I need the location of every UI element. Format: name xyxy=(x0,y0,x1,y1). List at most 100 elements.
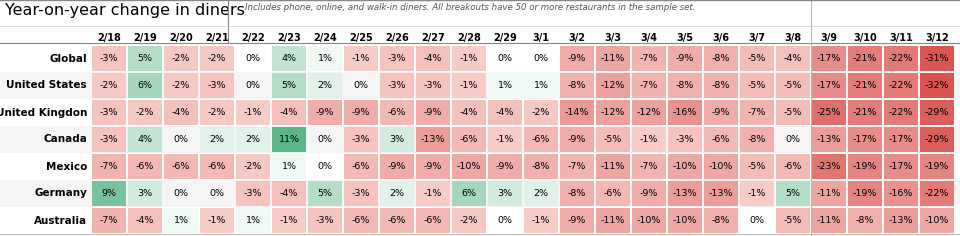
Bar xyxy=(848,46,882,71)
Text: -10%: -10% xyxy=(673,162,697,171)
Bar xyxy=(344,127,378,152)
Bar xyxy=(92,46,126,71)
Bar xyxy=(236,100,270,125)
Bar xyxy=(884,46,918,71)
Text: -11%: -11% xyxy=(817,216,841,225)
Text: -1%: -1% xyxy=(639,135,659,144)
Text: -4%: -4% xyxy=(135,216,155,225)
Bar xyxy=(416,73,450,98)
Text: -3%: -3% xyxy=(207,81,227,90)
Text: -11%: -11% xyxy=(601,54,625,63)
Text: 0%: 0% xyxy=(534,54,548,63)
Text: -12%: -12% xyxy=(601,81,625,90)
Text: Canada: Canada xyxy=(43,135,87,144)
Bar xyxy=(452,127,486,152)
Text: -4%: -4% xyxy=(460,108,478,117)
Text: -21%: -21% xyxy=(852,108,877,117)
Bar xyxy=(92,73,126,98)
Text: -3%: -3% xyxy=(100,108,118,117)
Bar xyxy=(200,154,234,179)
Text: -6%: -6% xyxy=(532,135,550,144)
Text: -13%: -13% xyxy=(708,189,733,198)
Text: 5%: 5% xyxy=(281,81,297,90)
Bar xyxy=(236,127,270,152)
Bar xyxy=(380,127,414,152)
Text: -8%: -8% xyxy=(532,162,550,171)
Text: 4%: 4% xyxy=(281,54,297,63)
Text: -10%: -10% xyxy=(457,162,481,171)
Text: -10%: -10% xyxy=(708,162,733,171)
Bar xyxy=(812,208,846,233)
Bar xyxy=(776,208,810,233)
Text: 2%: 2% xyxy=(534,189,548,198)
Text: 2/25: 2/25 xyxy=(349,34,372,43)
Text: -4%: -4% xyxy=(495,108,515,117)
Bar xyxy=(884,73,918,98)
Bar xyxy=(164,46,198,71)
Bar xyxy=(704,208,738,233)
Text: 3/8: 3/8 xyxy=(784,34,802,43)
Bar xyxy=(452,154,486,179)
Text: -8%: -8% xyxy=(676,81,694,90)
Text: -8%: -8% xyxy=(855,216,875,225)
Bar xyxy=(416,181,450,206)
Text: -8%: -8% xyxy=(711,54,731,63)
Text: -13%: -13% xyxy=(817,135,841,144)
Bar xyxy=(920,127,954,152)
Text: -19%: -19% xyxy=(852,189,877,198)
Text: -19%: -19% xyxy=(852,162,877,171)
Text: -17%: -17% xyxy=(889,162,913,171)
Text: -1%: -1% xyxy=(460,54,478,63)
Text: 2/29: 2/29 xyxy=(493,34,516,43)
Bar xyxy=(812,100,846,125)
Bar xyxy=(344,46,378,71)
Text: Includes phone, online, and walk-in diners. All breakouts have 50 or more restau: Includes phone, online, and walk-in dine… xyxy=(245,3,695,12)
Text: 0%: 0% xyxy=(209,189,225,198)
Bar xyxy=(884,127,918,152)
Text: 3/5: 3/5 xyxy=(677,34,693,43)
Text: -22%: -22% xyxy=(889,108,913,117)
Text: 6%: 6% xyxy=(137,81,153,90)
Bar xyxy=(128,208,162,233)
Text: -3%: -3% xyxy=(351,135,371,144)
Bar xyxy=(524,127,558,152)
Bar xyxy=(920,181,954,206)
Bar xyxy=(128,73,162,98)
Bar xyxy=(200,100,234,125)
Text: 0%: 0% xyxy=(246,81,260,90)
Text: -22%: -22% xyxy=(889,81,913,90)
Bar xyxy=(308,73,342,98)
Text: -1%: -1% xyxy=(748,189,766,198)
Text: -3%: -3% xyxy=(388,81,406,90)
Bar xyxy=(740,154,774,179)
Bar xyxy=(0,72,960,99)
Bar xyxy=(524,73,558,98)
Text: 6%: 6% xyxy=(462,189,476,198)
Text: 0%: 0% xyxy=(353,81,369,90)
Text: -9%: -9% xyxy=(316,108,334,117)
Bar xyxy=(632,181,666,206)
Text: -1%: -1% xyxy=(532,216,550,225)
Text: -6%: -6% xyxy=(388,216,406,225)
Bar xyxy=(92,208,126,233)
Text: -2%: -2% xyxy=(207,54,227,63)
Bar xyxy=(668,73,702,98)
Bar xyxy=(200,127,234,152)
Text: -2%: -2% xyxy=(460,216,478,225)
Bar xyxy=(848,100,882,125)
Bar xyxy=(884,208,918,233)
Bar xyxy=(632,154,666,179)
Bar xyxy=(560,208,594,233)
Text: -9%: -9% xyxy=(495,162,515,171)
Bar xyxy=(416,208,450,233)
Bar xyxy=(0,180,960,207)
Bar xyxy=(128,127,162,152)
Text: -29%: -29% xyxy=(924,108,949,117)
Text: -6%: -6% xyxy=(351,216,371,225)
Bar xyxy=(128,46,162,71)
Bar xyxy=(668,208,702,233)
Text: -8%: -8% xyxy=(567,189,587,198)
Bar xyxy=(848,154,882,179)
Bar xyxy=(92,127,126,152)
Bar xyxy=(848,181,882,206)
